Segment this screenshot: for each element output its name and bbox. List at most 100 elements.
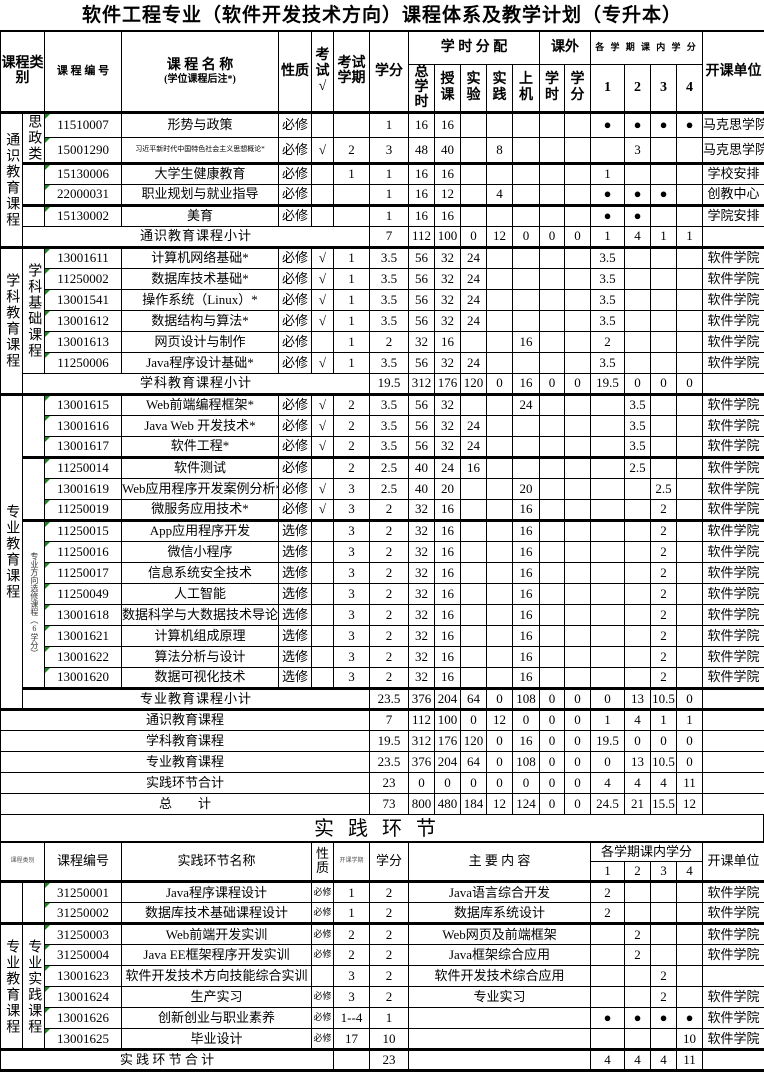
- course-code: 31250001: [45, 882, 122, 903]
- total-label: 学科教育课程: [1, 730, 370, 751]
- term1-credits: 3.5: [591, 352, 625, 373]
- practice-hours: [487, 541, 513, 562]
- main-content: 专业实习: [409, 987, 591, 1008]
- lecture-hours: 16: [435, 646, 461, 667]
- extra-hours: [540, 562, 565, 583]
- exam-term: 3: [334, 541, 370, 562]
- course-nature: 必修: [312, 924, 334, 945]
- credits: 1: [370, 1008, 409, 1029]
- course-nature: 必修: [279, 394, 312, 415]
- lab-hours: 24: [461, 289, 487, 310]
- term2-credits: [625, 583, 651, 604]
- department: 软件学院: [703, 583, 764, 604]
- course-nature: 必修: [279, 138, 312, 164]
- header-course-name: 课 程 名 称 (学位课程后注*): [122, 31, 279, 112]
- credits: 2: [370, 646, 409, 667]
- header-term-3: 3: [651, 64, 677, 112]
- course-nature: 选修: [279, 541, 312, 562]
- course-code: 13001613: [45, 331, 122, 352]
- exam-mark: √: [312, 268, 334, 289]
- term3-credits: 2: [651, 646, 677, 667]
- term2-credits: ●: [625, 1008, 651, 1029]
- total-computer-hours: 124: [513, 793, 540, 814]
- practice-name: 生产实习: [122, 987, 312, 1008]
- credits: 2: [370, 541, 409, 562]
- total-lecture-hours: 176: [435, 730, 461, 751]
- subtotal-practice-hours: 0: [487, 688, 513, 709]
- term4-credits: [677, 205, 703, 226]
- department: 软件学院: [703, 1008, 764, 1029]
- exam-mark: [312, 625, 334, 646]
- practice-heading: 实践环节: [0, 815, 764, 841]
- total-term1-credits: 4: [591, 772, 625, 793]
- total-term4-credits: 0: [677, 730, 703, 751]
- lab-hours: [461, 625, 487, 646]
- lecture-hours: 12: [435, 184, 461, 205]
- subtotal-credits: 19.5: [370, 373, 409, 394]
- subtotal-lab-hours: 0: [461, 226, 487, 247]
- total-label: 实践环节合计: [1, 772, 370, 793]
- practice-total-term4: 11: [677, 1050, 703, 1071]
- total-term1-credits: 1: [591, 709, 625, 730]
- total-lab-hours: 120: [461, 730, 487, 751]
- category-label: 通识教育课程: [1, 112, 23, 247]
- department: 软件学院: [703, 903, 764, 924]
- header-category: 课程类别: [1, 31, 45, 112]
- lab-hours: 24: [461, 352, 487, 373]
- term2-credits: [625, 646, 651, 667]
- practice-hours: [487, 310, 513, 331]
- practice-hours: [487, 268, 513, 289]
- term1-credits: 3.5: [591, 310, 625, 331]
- term4-credits: [677, 394, 703, 415]
- subcategory-label: [23, 163, 45, 205]
- header-lecture: 授课: [435, 64, 461, 112]
- total-term4-credits: 12: [677, 793, 703, 814]
- department: 软件学院: [703, 499, 764, 520]
- course-nature: 必修: [279, 478, 312, 499]
- exam-mark: [312, 604, 334, 625]
- term3-credits: [651, 882, 677, 903]
- subcategory-label: [23, 205, 45, 226]
- term4-credits: [677, 987, 703, 1008]
- department: 软件学院: [703, 478, 764, 499]
- credits: 2.5: [370, 478, 409, 499]
- header-course-code: 课 程 编 号: [45, 31, 122, 112]
- course-code: 11250019: [45, 499, 122, 520]
- practice-hours: [487, 478, 513, 499]
- credits: 2: [370, 331, 409, 352]
- practice-header-term-credits: 各学期课内学分: [591, 842, 703, 862]
- subtotal-term2-credits: 4: [625, 226, 651, 247]
- practice-header-credit: 学分: [370, 842, 409, 882]
- computer-hours: 24: [513, 394, 540, 415]
- header-course-name-label: 课 程 名 称: [167, 58, 234, 73]
- practice-hours: [487, 112, 513, 138]
- exam-term: 2: [334, 436, 370, 457]
- total-hours: 56: [409, 310, 435, 331]
- header-course-name-note: (学位课程后注*): [122, 74, 278, 85]
- term1-credits: [591, 625, 625, 646]
- exam-mark: [312, 520, 334, 541]
- total-total-hours: 376: [409, 751, 435, 772]
- practice-hours: [487, 163, 513, 184]
- term1-credits: [591, 541, 625, 562]
- lecture-hours: 32: [435, 247, 461, 268]
- course-nature: 必修: [279, 163, 312, 184]
- extra-credits: [565, 625, 591, 646]
- term3-credits: ●: [651, 112, 677, 138]
- credits: 3.5: [370, 436, 409, 457]
- term1-credits: 2: [591, 331, 625, 352]
- term1-credits: 1: [591, 163, 625, 184]
- lab-hours: [461, 394, 487, 415]
- lecture-hours: 40: [435, 138, 461, 164]
- credits: 2: [370, 882, 409, 903]
- course-code: 13001617: [45, 436, 122, 457]
- total-label: 专业教育课程: [1, 751, 370, 772]
- total-term3-credits: 15.5: [651, 793, 677, 814]
- term4-credits: [677, 310, 703, 331]
